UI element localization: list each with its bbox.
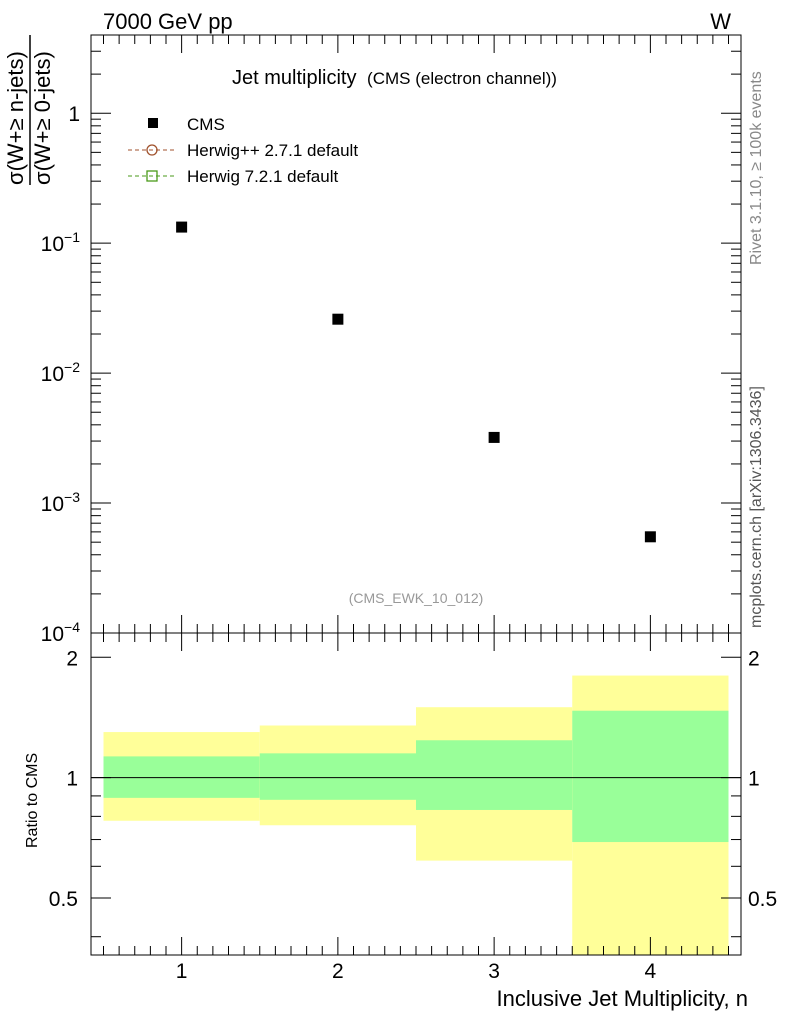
main-y-tick-label: 10−4 (41, 619, 81, 646)
main-y-tick-labels: 10−410−310−210−11 (41, 103, 81, 646)
ratio-uncertainty-bands (103, 675, 729, 955)
tick-mantissa: 10 (41, 233, 64, 256)
legend-cms-marker (148, 118, 158, 128)
tick-exponent: −4 (64, 619, 80, 635)
ratio-y-axis-label: Ratio to CMS (24, 753, 41, 848)
rivet-label: Rivet 3.1.10, ≥ 100k events (748, 71, 765, 265)
main-y-tick-label: 10−3 (41, 489, 81, 516)
cms-data-point (644, 531, 656, 543)
ratio-band-inner (572, 710, 729, 843)
ratio-band-inner (416, 740, 573, 810)
ratio-y-tick-label-right: 1 (748, 768, 760, 791)
legend-herwigpp-label: Herwig++ 2.7.1 default (187, 141, 358, 160)
tick-exponent: −2 (64, 359, 80, 375)
ratio-y-tick-label-left: 0.5 (49, 888, 78, 911)
ratio-y-tick-label-left: 2 (66, 647, 78, 670)
x-tick-label: 4 (645, 960, 657, 983)
legend-cms-label: CMS (187, 115, 225, 134)
legend-herwig7-label: Herwig 7.2.1 default (187, 167, 338, 186)
cms-data-point (176, 221, 188, 233)
x-tick-label: 1 (176, 960, 188, 983)
legend: CMS Herwig++ 2.7.1 default Herwig 7.2.1 … (128, 115, 358, 186)
ratio-axis-ticks (91, 633, 741, 955)
cms-data-point (488, 431, 500, 443)
ratio-band-inner (259, 753, 416, 800)
cms-data-points (176, 221, 656, 543)
mcplots-label: mcplots.cern.ch [arXiv:1306.3436] (748, 386, 765, 628)
analysis-watermark: (CMS_EWK_10_012) (349, 590, 484, 606)
cms-data-point (332, 313, 344, 325)
tick-exponent: −3 (64, 489, 80, 505)
x-tick-label: 2 (332, 960, 344, 983)
tick-mantissa: 1 (68, 103, 80, 126)
chart-title: Jet multiplicity (CMS (electron channel)… (232, 67, 557, 89)
header-left: 7000 GeV pp (103, 9, 233, 34)
tick-mantissa: 10 (41, 493, 64, 516)
chart-title-sub: (CMS (electron channel)) (367, 69, 557, 88)
chart-title-main: Jet multiplicity (232, 67, 356, 89)
x-axis-label: Inclusive Jet Multiplicity, n (497, 986, 748, 1011)
main-y-tick-label: 10−1 (41, 229, 81, 256)
ylabel-numerator: σ(W+≥ n-jets) (3, 51, 28, 185)
main-y-tick-label: 10−2 (41, 359, 81, 386)
ylabel-denominator: σ(W+≥ 0-jets) (30, 51, 55, 185)
legend-herwig7-marker (146, 170, 158, 182)
main-y-tick-label: 1 (68, 103, 80, 126)
x-tick-label: 3 (488, 960, 500, 983)
tick-exponent: −1 (64, 229, 80, 245)
legend-herwigpp-marker (146, 144, 158, 156)
x-tick-labels: 1 2 3 4 (176, 960, 657, 983)
ratio-y-tick-labels: 0.5 0.5 1 1 2 2 (49, 647, 777, 911)
tick-mantissa: 10 (41, 363, 64, 386)
header-right: W (710, 9, 731, 34)
main-y-axis-label: σ(W+≥ n-jets) σ(W+≥ 0-jets) (3, 35, 55, 185)
tick-mantissa: 10 (41, 623, 64, 646)
main-axis-ticks (91, 34, 741, 634)
ratio-y-tick-label-right: 0.5 (748, 888, 777, 911)
ratio-y-tick-label-right: 2 (748, 647, 760, 670)
ratio-y-tick-label-left: 1 (66, 768, 78, 791)
